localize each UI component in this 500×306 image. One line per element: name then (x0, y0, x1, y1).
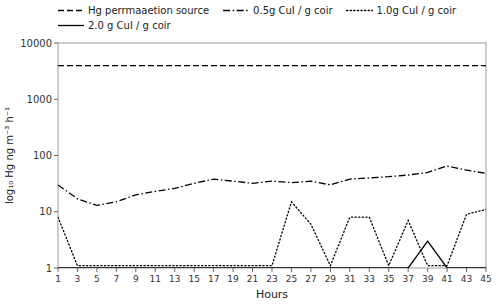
x-tick-label: 7 (113, 274, 119, 284)
legend-label: 1.0g CuI / g coir (377, 5, 457, 16)
series-line (58, 65, 486, 66)
x-tick (116, 268, 117, 272)
x-tick-label: 33 (364, 274, 375, 284)
y-tick (54, 268, 58, 269)
series-line (58, 202, 486, 266)
x-tick-label: 23 (266, 274, 277, 284)
y-tick-label: 10 (39, 206, 52, 217)
x-tick (427, 268, 428, 272)
x-tick (135, 268, 136, 272)
x-tick (310, 268, 311, 272)
x-tick-label: 37 (402, 274, 413, 284)
legend-swatch (223, 10, 249, 11)
x-tick (213, 268, 214, 272)
x-tick (194, 268, 195, 272)
x-tick (349, 268, 350, 272)
x-tick-label: 41 (441, 274, 452, 284)
legend-item: 1.0g CuI / g coir (347, 5, 457, 16)
x-tick (174, 268, 175, 272)
legend-swatch (58, 10, 84, 11)
x-tick (369, 268, 370, 272)
legend-swatch (347, 10, 373, 11)
legend-label: Hg perrmaaetion source (88, 5, 209, 16)
x-tick (291, 268, 292, 272)
x-tick (252, 268, 253, 272)
x-tick (466, 268, 467, 272)
legend-item: 2.0 g CuI / g coir (58, 20, 172, 31)
x-tick-label: 11 (150, 274, 161, 284)
y-tick-label: 1 (46, 263, 52, 274)
x-tick-label: 21 (247, 274, 258, 284)
y-axis-label: log₁₀ Hg ng m⁻³ h⁻¹ (4, 107, 15, 204)
x-tick-label: 43 (461, 274, 472, 284)
y-tick (54, 155, 58, 156)
y-tick (54, 43, 58, 44)
x-tick (388, 268, 389, 272)
x-axis-label: Hours (256, 288, 288, 301)
x-tick (330, 268, 331, 272)
chart: Hg perrmaaetion source 0.5g CuI / g coir 1… (0, 0, 500, 306)
legend-item: Hg perrmaaetion source (58, 5, 209, 16)
plot-area (58, 66, 486, 268)
x-tick (447, 268, 448, 272)
x-tick (77, 268, 78, 272)
legend: Hg perrmaaetion source 0.5g CuI / g coir 1… (58, 5, 457, 31)
x-tick (233, 268, 234, 272)
y-tick-label: 1000 (27, 94, 52, 105)
x-tick-label: 27 (305, 274, 316, 284)
x-tick-label: 31 (344, 274, 355, 284)
x-tick-label: 39 (422, 274, 434, 284)
plot-frame (58, 43, 486, 268)
y-tick (54, 211, 58, 212)
x-tick-label: 35 (383, 274, 394, 284)
x-tick-label: 15 (188, 274, 199, 284)
x-tick-label: 5 (94, 274, 100, 284)
x-tick-label: 1 (55, 274, 61, 284)
x-tick-label: 45 (480, 274, 491, 284)
x-tick (58, 268, 59, 272)
y-tick (54, 99, 58, 100)
series-line (58, 166, 486, 205)
series-line (58, 241, 486, 268)
x-tick-label: 17 (208, 274, 219, 284)
x-tick (486, 268, 487, 272)
x-tick (408, 268, 409, 272)
x-tick (96, 268, 97, 272)
x-tick-label: 13 (169, 274, 180, 284)
x-tick (155, 268, 156, 272)
x-tick-label: 29 (325, 274, 337, 284)
x-tick-label: 9 (133, 274, 139, 284)
legend-item: 0.5g CuI / g coir (223, 5, 333, 16)
x-tick-label: 25 (286, 274, 297, 284)
legend-swatch (58, 25, 84, 26)
y-tick-label: 100 (33, 150, 52, 161)
legend-label: 2.0 g CuI / g coir (88, 20, 172, 31)
x-tick (272, 268, 273, 272)
legend-label: 0.5g CuI / g coir (253, 5, 333, 16)
x-tick-label: 3 (75, 274, 81, 284)
y-tick-label: 10000 (20, 38, 52, 49)
x-tick-label: 19 (227, 274, 239, 284)
